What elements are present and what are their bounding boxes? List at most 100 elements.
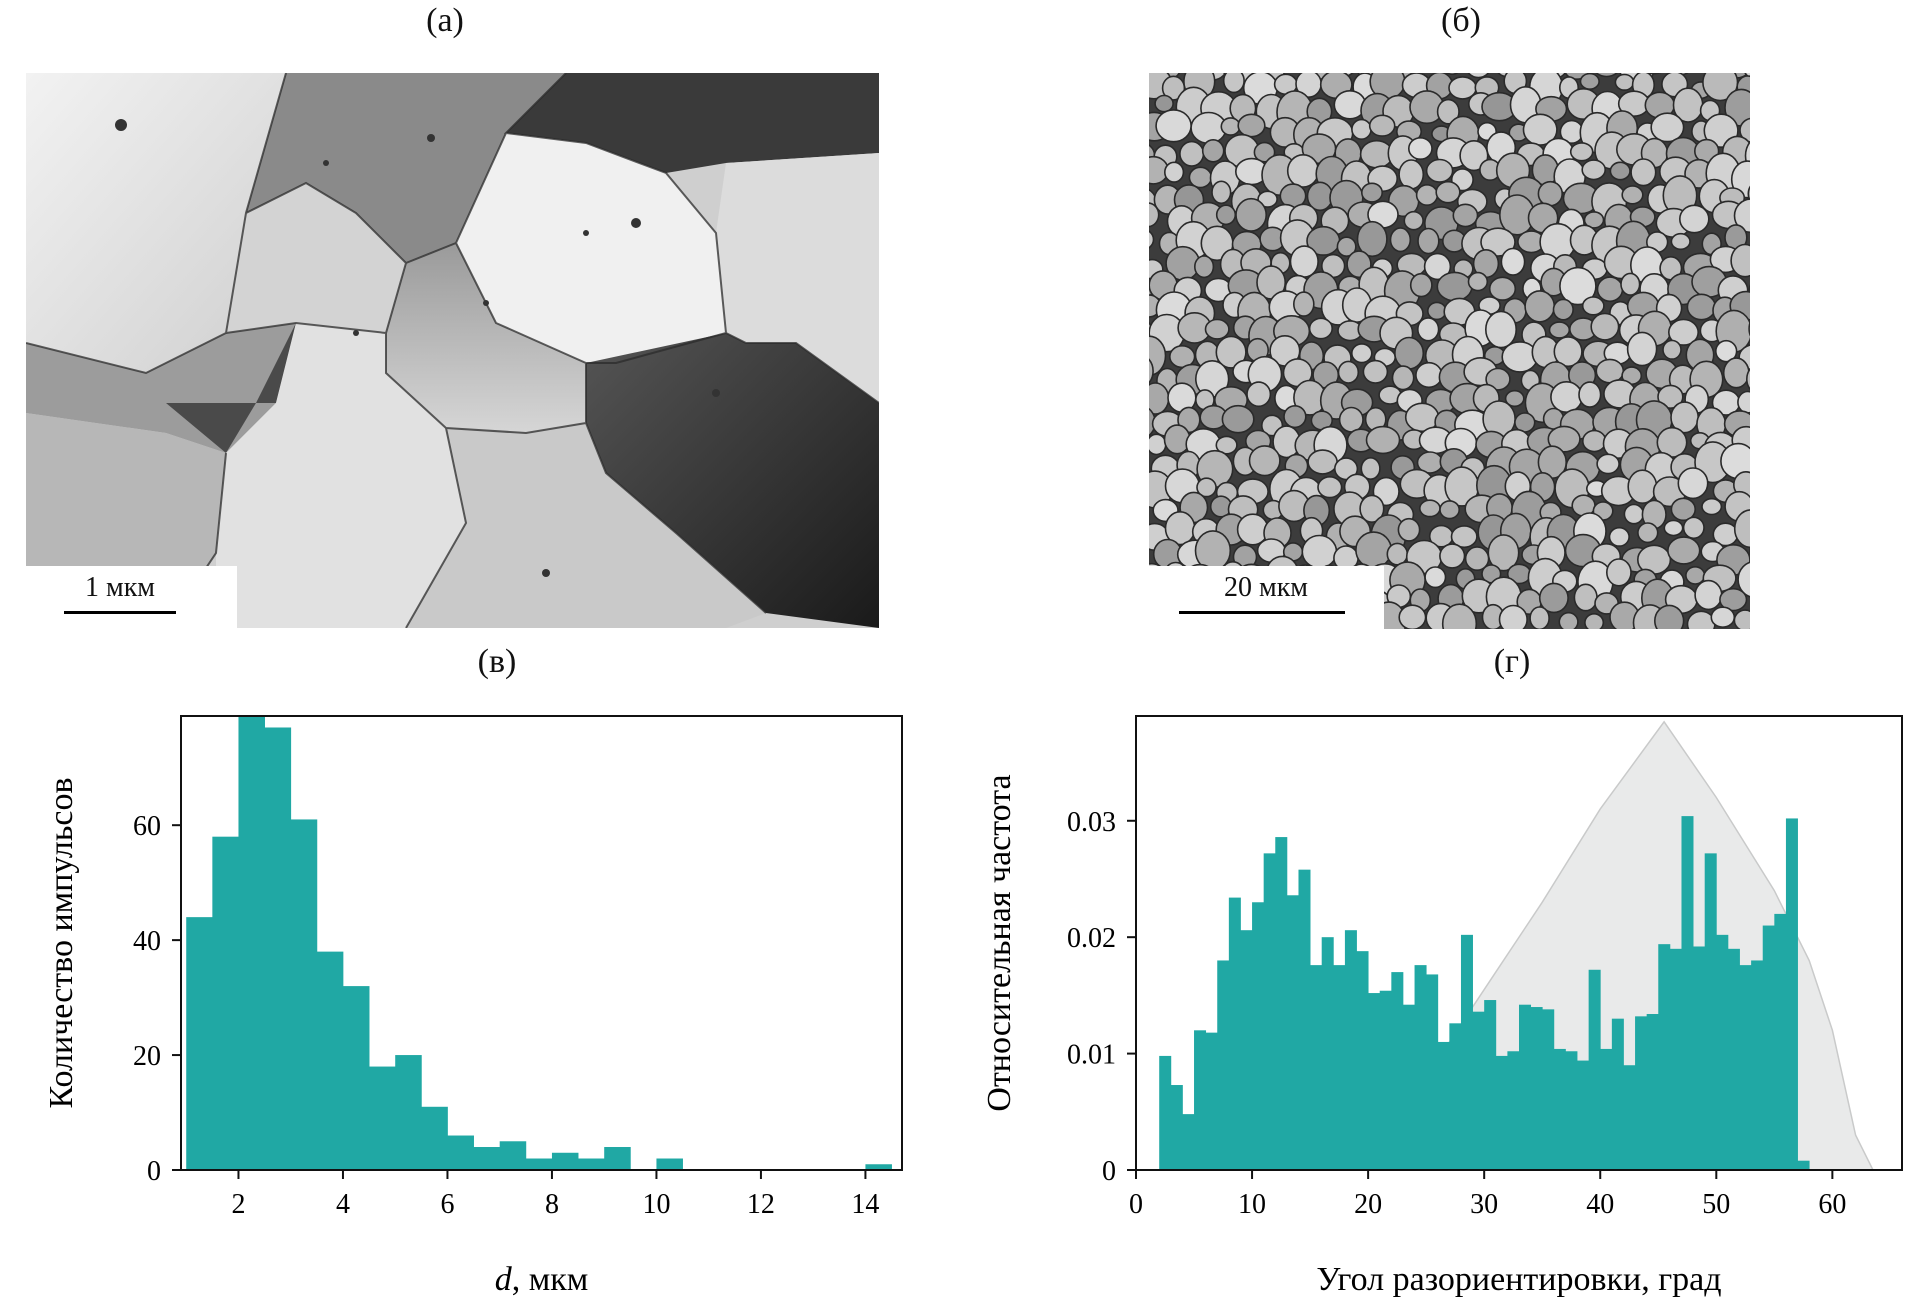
histogram-bar — [1762, 925, 1775, 1170]
grain-cell — [1415, 184, 1439, 207]
grain-cell — [1552, 298, 1574, 321]
histogram-bar — [1693, 946, 1706, 1170]
histogram-bar — [421, 1106, 448, 1170]
grain-cell — [1155, 109, 1192, 143]
histogram-bar — [1635, 1016, 1648, 1170]
grain-cell — [1452, 203, 1479, 228]
grain-cell — [1694, 579, 1723, 611]
grain-cell — [1686, 293, 1717, 321]
grain-cell — [1581, 296, 1605, 316]
histogram-bar — [499, 1141, 527, 1170]
grain-cell — [1201, 139, 1225, 163]
histogram-bar — [656, 1158, 683, 1170]
histogram-bar — [1356, 951, 1369, 1170]
grain-cell — [1193, 255, 1215, 279]
grain-cell — [1426, 301, 1447, 321]
histogram-bar — [1159, 1055, 1172, 1170]
histogram-bar — [1751, 960, 1764, 1170]
grain-cell — [1579, 73, 1600, 90]
grain-cell — [1654, 604, 1685, 629]
grain-cell — [1733, 509, 1750, 549]
histogram-bar — [1321, 937, 1334, 1170]
y-tick-label: 40 — [133, 926, 161, 957]
x-tick-label: 0 — [1129, 1189, 1143, 1220]
grain-cell — [1389, 227, 1412, 253]
histogram-bar — [1611, 1018, 1624, 1170]
grain-cell — [1361, 182, 1384, 203]
x-tick-label: 6 — [440, 1189, 454, 1220]
x-tick-label: 14 — [851, 1189, 879, 1220]
grain-cell — [1686, 610, 1716, 629]
grain-cell — [1359, 494, 1385, 523]
grain-cell — [1667, 536, 1701, 565]
grain-cell — [1394, 336, 1425, 370]
x-axis-symbol: d — [495, 1261, 513, 1298]
histogram-bar — [1646, 1014, 1659, 1170]
histogram-bar — [1170, 1085, 1183, 1170]
grain-cell — [1351, 343, 1373, 364]
grain-cell — [1289, 245, 1319, 278]
grain-cell — [1685, 565, 1706, 585]
grain-cell — [1504, 389, 1525, 408]
grain-cell — [1409, 272, 1433, 298]
grain-cell — [1439, 500, 1461, 520]
grain-cell — [1573, 583, 1598, 612]
grain-cell — [1445, 73, 1459, 75]
x-tick-label: 8 — [545, 1189, 559, 1220]
grain-cell — [1529, 606, 1550, 629]
grain-cell — [1164, 161, 1185, 183]
grain-cell — [1356, 220, 1388, 258]
grain-cell — [1163, 424, 1191, 455]
grain-cell — [1569, 142, 1594, 162]
grain-cell — [1558, 611, 1579, 629]
grain-cell — [1188, 166, 1213, 189]
histogram-bar — [369, 1066, 396, 1170]
histogram-bar — [316, 951, 344, 1170]
grain-cell — [1417, 227, 1440, 255]
panel-label-g: (г) — [1493, 643, 1531, 680]
histogram-bar — [578, 1158, 605, 1170]
grain-cell — [1488, 276, 1517, 301]
x-tick-label: 30 — [1470, 1189, 1498, 1220]
grain-cell — [1417, 317, 1440, 342]
grain-cell — [1584, 613, 1605, 629]
grain-cell — [1487, 534, 1520, 572]
grain-cell — [1678, 204, 1710, 234]
histogram-bar — [1402, 1004, 1415, 1170]
grain-cell — [1630, 158, 1657, 187]
grain-cell — [1733, 198, 1750, 234]
y-tick-label: 0.02 — [1067, 923, 1116, 954]
histogram-bar — [1449, 1023, 1462, 1170]
grain-cell — [1608, 526, 1630, 547]
grain-cell — [1595, 73, 1618, 78]
histogram-bar — [1426, 974, 1439, 1170]
grain-cell — [1500, 247, 1526, 276]
grain-cell — [1424, 566, 1447, 589]
grain-cell — [1620, 272, 1641, 296]
x-tick-label: 12 — [747, 1189, 775, 1220]
y-tick-label: 60 — [133, 811, 161, 842]
grain-cell — [1355, 531, 1393, 569]
grain-cell — [1211, 180, 1232, 205]
grain-cell — [1283, 405, 1307, 429]
grain-cell — [1663, 519, 1684, 537]
grain-cell — [1737, 561, 1750, 598]
grain-cell — [1657, 384, 1684, 409]
grain-cell — [1747, 185, 1750, 202]
x-tick-label: 20 — [1354, 1189, 1382, 1220]
grain-cell — [1626, 331, 1658, 367]
grain-cell — [1360, 456, 1381, 480]
grain-cell — [1748, 320, 1750, 337]
grain-cell — [1196, 477, 1217, 498]
grain-cell — [1338, 406, 1364, 433]
grain-cell — [1670, 232, 1691, 251]
y-tick-label: 0 — [147, 1156, 161, 1187]
grain-cell — [1581, 429, 1607, 453]
grain-cell — [1317, 476, 1343, 499]
optical-micrograph — [1149, 73, 1750, 629]
histogram-bar — [1379, 990, 1392, 1170]
grain-cell — [1423, 252, 1452, 281]
grain-cell — [1293, 291, 1315, 317]
histogram-bar — [1739, 965, 1752, 1170]
grain-cell — [1246, 381, 1272, 408]
